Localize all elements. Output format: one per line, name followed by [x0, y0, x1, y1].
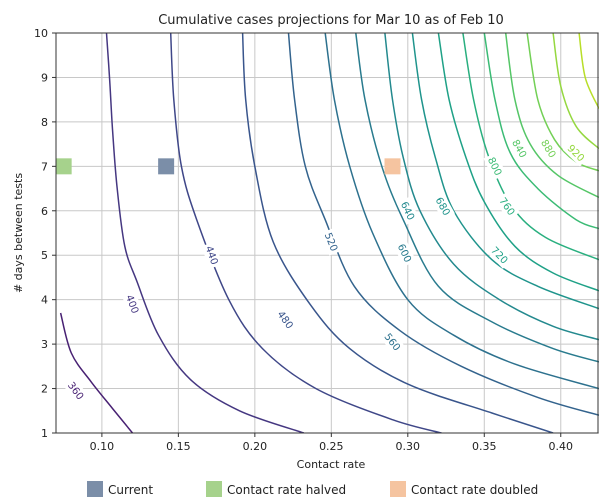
- contour-label-bg: [483, 152, 507, 181]
- contour-label-bg: [536, 134, 561, 163]
- x-tick-label: 0.10: [90, 440, 115, 453]
- contour-label-bg: [494, 192, 520, 221]
- marker-contact-rate-doubled: [384, 158, 401, 175]
- y-tick-label: 1: [41, 427, 48, 440]
- contour-label-bg: [486, 241, 513, 269]
- y-tick-label: 10: [34, 27, 48, 40]
- contour-label-bg: [396, 196, 420, 225]
- x-tick-label: 0.30: [396, 440, 421, 453]
- x-axis-label: Contact rate: [297, 458, 366, 471]
- y-tick-label: 8: [41, 116, 48, 129]
- marker-contact-rate-halved: [55, 158, 72, 175]
- contour-lines: [59, 33, 599, 433]
- legend-swatch: [87, 481, 103, 497]
- contour-line-840: [504, 33, 599, 199]
- plot-frame: [55, 32, 599, 434]
- legend-entry: Contact rate halved: [227, 483, 346, 497]
- y-tick-label: 2: [41, 383, 48, 396]
- y-tick-label: 3: [41, 338, 48, 351]
- x-tick-label: 0.25: [319, 440, 344, 453]
- legend-entry: Current: [108, 483, 153, 497]
- contour-line-960: [578, 33, 599, 109]
- contour-label-bg: [507, 134, 532, 163]
- contour-line-920: [552, 33, 599, 150]
- legend-entry: Contact rate doubled: [411, 483, 538, 497]
- y-tick-label: 7: [41, 160, 48, 173]
- contour-line-400: [105, 33, 305, 433]
- contour-line-880: [526, 33, 599, 172]
- contour-line-600: [355, 33, 599, 363]
- legend: Current Contact rate halved Contact rate d…: [87, 481, 538, 497]
- x-tick-label: 0.15: [166, 440, 191, 453]
- contour-line-440: [169, 33, 442, 433]
- contour-label-bg: [121, 290, 144, 318]
- marker-current: [158, 158, 175, 175]
- x-tick-label: 0.40: [549, 440, 574, 453]
- x-tick-label: 0.35: [472, 440, 497, 453]
- y-tick-label: 6: [41, 205, 48, 218]
- contour-label-bg: [379, 328, 406, 356]
- contour-label-bg: [562, 139, 590, 167]
- contour-line-640: [384, 33, 599, 341]
- scenario-markers: [55, 158, 401, 175]
- chart-title: Cumulative cases projections for Mar 10 …: [158, 13, 504, 28]
- y-tick-label: 4: [41, 294, 48, 307]
- contour-label-bg: [320, 228, 343, 256]
- contour-line-520: [287, 33, 599, 416]
- contour-line-760: [462, 33, 599, 261]
- contour-label-bg: [272, 305, 299, 334]
- contour-label-bg: [63, 376, 89, 405]
- contour-line-480: [241, 33, 554, 433]
- contour-line-360: [59, 312, 134, 433]
- contour-line-560: [324, 33, 599, 390]
- x-axis-ticks: 0.10 0.15 0.20 0.25 0.30 0.35 0.40: [90, 433, 573, 453]
- legend-swatch: [390, 481, 406, 497]
- contour-line-680: [411, 33, 599, 310]
- y-tick-label: 9: [41, 71, 48, 84]
- y-axis-label: # days between tests: [12, 173, 25, 293]
- y-axis-ticks: 1 2 3 4 5 6 7 8 9 10: [34, 27, 56, 440]
- contour-line-800: [483, 33, 599, 230]
- contour-label-bg: [431, 192, 455, 221]
- contour-label-bg: [201, 241, 223, 269]
- y-tick-label: 5: [41, 249, 48, 262]
- contour-label-bg: [393, 239, 417, 267]
- legend-swatch: [206, 481, 222, 497]
- contour-line-720: [437, 33, 599, 292]
- x-tick-label: 0.20: [243, 440, 268, 453]
